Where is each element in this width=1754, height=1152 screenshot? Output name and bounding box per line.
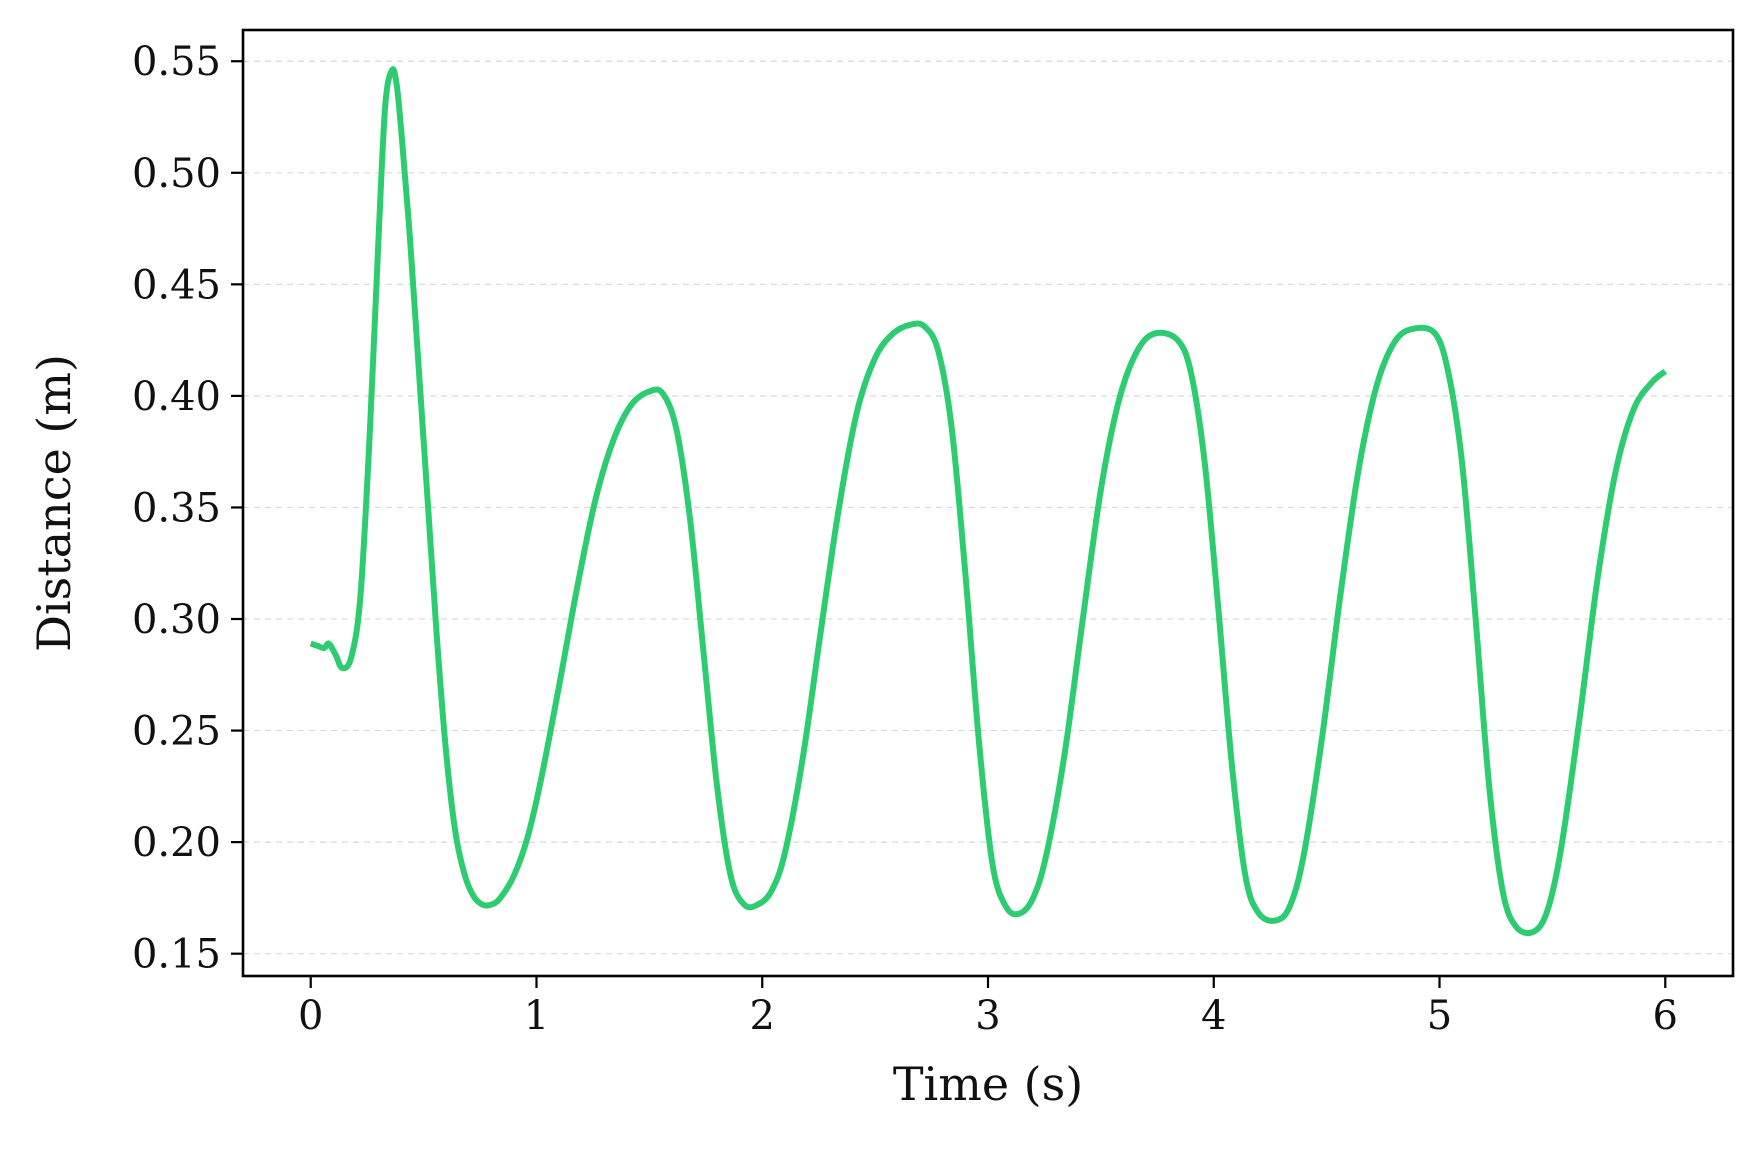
x-axis-label: Time (s) [893,1057,1083,1111]
x-axis-ticks: 0 1 2 3 4 5 6 [298,976,1678,1039]
y-tick-label-5: 0.40 [132,374,221,420]
y-tick-label-4: 0.35 [132,485,221,531]
y-tick-label-0: 0.15 [132,932,221,978]
y-tick-label-1: 0.20 [132,820,221,866]
y-tick-label-8: 0.55 [132,39,221,85]
x-tick-label-1: 1 [524,993,549,1039]
series-line-0 [309,66,1668,937]
x-tick-label-5: 5 [1427,993,1452,1039]
y-tick-label-3: 0.30 [132,597,221,643]
y-tick-label-6: 0.45 [132,262,221,308]
x-tick-label-3: 3 [975,993,1000,1039]
x-tick-label-4: 4 [1201,993,1226,1039]
x-tick-label-0: 0 [298,993,323,1039]
x-tick-label-2: 2 [750,993,775,1039]
y-axis-label: Distance (m) [27,354,81,652]
y-tick-label-7: 0.50 [132,151,221,197]
y-axis-ticks: 0.15 0.20 0.25 0.30 0.35 0.40 0.45 0.50 0.55 [132,39,243,978]
x-tick-label-6: 6 [1653,993,1678,1039]
y-tick-label-2: 0.25 [132,709,221,755]
series-layer [309,66,1668,937]
